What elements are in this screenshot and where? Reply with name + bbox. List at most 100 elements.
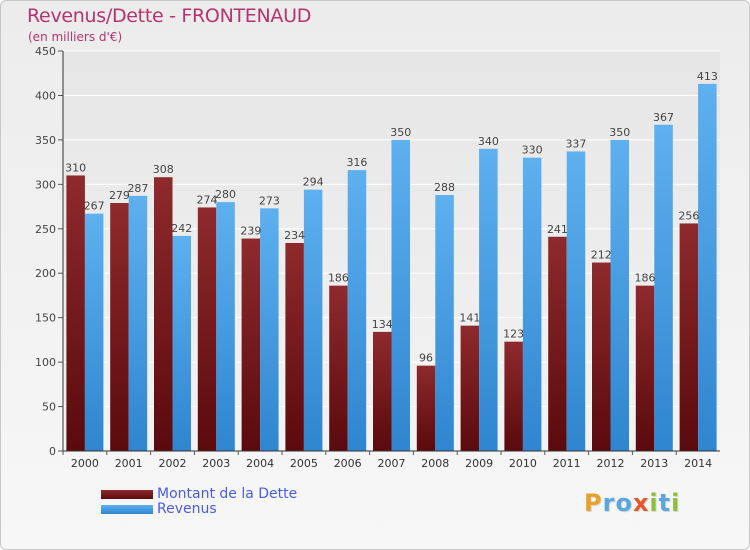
- data-label: 308: [153, 163, 174, 176]
- data-label: 96: [419, 352, 433, 365]
- logo-letter: t: [658, 489, 672, 517]
- legend-item-debt: Montant de la Dette: [101, 487, 297, 502]
- data-label: 340: [478, 135, 499, 148]
- y-tick-label: 400: [35, 89, 56, 102]
- bar-debt: [154, 177, 173, 451]
- data-label: 310: [65, 161, 86, 174]
- y-tick-label: 250: [35, 223, 56, 236]
- bar-debt: [460, 325, 480, 451]
- x-tick-label: 2001: [115, 457, 143, 470]
- data-label: 337: [565, 137, 586, 150]
- legend-label-debt: Montant de la Dette: [157, 486, 298, 502]
- logo-letter: x: [632, 489, 650, 517]
- data-label: 273: [259, 194, 280, 207]
- x-tick-label: 2003: [202, 457, 230, 470]
- bar-revenus: [172, 235, 191, 451]
- bar-revenus: [128, 195, 148, 451]
- bar-debt: [373, 331, 392, 451]
- bar-revenus: [479, 148, 498, 451]
- x-tick-label: 2007: [378, 457, 406, 470]
- y-tick-label: 150: [35, 312, 56, 325]
- x-tick-label: 2010: [509, 457, 537, 470]
- x-tick-label: 2002: [159, 457, 187, 470]
- x-tick-label: 2000: [71, 457, 99, 470]
- bar-debt: [285, 243, 304, 451]
- data-label: 367: [653, 111, 674, 124]
- x-tick-label: 2013: [640, 457, 668, 470]
- bar-debt: [416, 365, 436, 451]
- y-tick-label: 50: [42, 401, 56, 414]
- x-tick-label: 2009: [465, 457, 493, 470]
- data-label: 256: [678, 209, 699, 222]
- data-label: 288: [434, 181, 455, 194]
- data-label: 274: [197, 193, 218, 206]
- bar-debt: [110, 203, 129, 451]
- y-tick-label: 350: [35, 134, 56, 147]
- data-label: 279: [109, 189, 130, 202]
- bar-debt: [241, 238, 261, 451]
- x-tick-label: 2012: [597, 457, 625, 470]
- bar-debt: [635, 285, 655, 451]
- bar-debt: [504, 341, 523, 451]
- data-label: 330: [522, 144, 543, 157]
- data-label: 186: [328, 272, 349, 285]
- y-tick-label: 300: [35, 178, 56, 191]
- data-label: 350: [609, 126, 630, 139]
- x-tick-label: 2006: [334, 457, 362, 470]
- logo-letter: o: [615, 489, 633, 517]
- bar-debt: [548, 236, 567, 451]
- legend-label-revenus: Revenus: [157, 501, 217, 517]
- x-tick-label: 2005: [290, 457, 318, 470]
- bar-revenus: [391, 139, 410, 451]
- data-label: 287: [127, 182, 148, 195]
- logo-letter: r: [602, 489, 616, 517]
- data-label: 239: [240, 225, 261, 238]
- bar-debt: [197, 207, 217, 451]
- bar-revenus: [522, 157, 542, 451]
- x-tick-label: 2008: [421, 457, 449, 470]
- bar-revenus: [260, 208, 279, 451]
- bar-debt: [679, 223, 699, 451]
- data-label: 350: [390, 126, 411, 139]
- data-label: 123: [503, 328, 524, 341]
- x-tick-label: 2014: [684, 457, 712, 470]
- logo-letter: i: [671, 489, 681, 517]
- bar-revenus: [610, 139, 629, 451]
- bar-revenus: [698, 83, 717, 451]
- bar-revenus: [303, 189, 323, 451]
- data-label: 294: [303, 176, 324, 189]
- data-label: 241: [547, 223, 568, 236]
- y-tick-label: 100: [35, 356, 56, 369]
- legend-item-revenus: Revenus: [101, 502, 297, 517]
- data-label: 234: [284, 229, 305, 242]
- bar-revenus: [435, 195, 454, 451]
- data-label: 134: [372, 318, 393, 331]
- y-tick-label: 0: [49, 445, 56, 458]
- data-label: 280: [215, 188, 236, 201]
- bar-debt: [329, 285, 348, 451]
- data-label: 141: [459, 312, 480, 325]
- x-tick-label: 2011: [553, 457, 581, 470]
- bar-revenus: [84, 213, 104, 451]
- data-label: 316: [346, 156, 367, 169]
- x-tick-label: 2004: [246, 457, 274, 470]
- legend-swatch-revenus: [101, 505, 153, 514]
- data-label: 242: [171, 222, 192, 235]
- legend-swatch-debt: [101, 490, 153, 499]
- y-tick-label: 200: [35, 267, 56, 280]
- data-label: 267: [84, 200, 105, 213]
- bar-debt: [66, 175, 85, 451]
- chart-title: Revenus/Dette - FRONTENAUD: [27, 5, 312, 27]
- logo-letter: P: [584, 489, 603, 517]
- bar-revenus: [654, 124, 673, 452]
- chart-legend: Montant de la Dette Revenus: [101, 487, 297, 517]
- bar-debt: [592, 262, 611, 451]
- y-tick-label: 450: [35, 45, 56, 58]
- data-label: 212: [591, 249, 612, 262]
- bar-revenus: [347, 170, 367, 451]
- logo-letter: i: [649, 489, 659, 517]
- chart-subtitle: (en milliers d'€): [28, 30, 123, 44]
- data-label: 186: [635, 272, 656, 285]
